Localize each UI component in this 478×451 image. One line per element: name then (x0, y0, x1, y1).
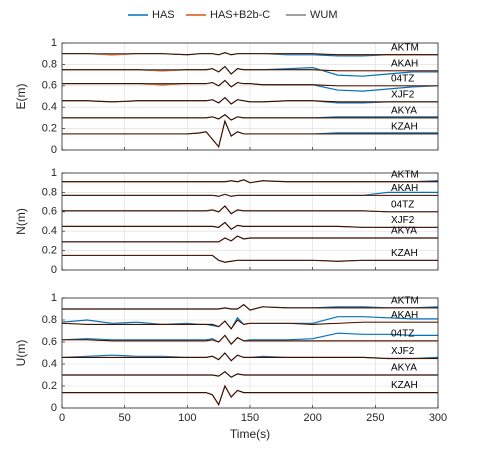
y-tick-label: 0.4 (42, 225, 57, 237)
series-line (62, 385, 438, 406)
x-tick-label: 0 (59, 412, 65, 424)
x-tick-label: 150 (241, 412, 259, 424)
station-label: AKAH (391, 183, 418, 194)
series-line (62, 52, 438, 56)
x-tick-label: 100 (178, 412, 196, 424)
station-label: XJF2 (391, 215, 415, 226)
station-label: AKAH (391, 310, 418, 321)
y-tick-label: 0.8 (42, 58, 57, 70)
series-line (62, 235, 438, 243)
series-line (62, 179, 438, 184)
x-tick-label: 50 (119, 412, 131, 424)
legend-label: HAS+B2b-C (210, 9, 270, 21)
y-tick-label: 0 (51, 144, 57, 156)
station-label: AKAH (391, 58, 418, 69)
station-label: XJF2 (391, 89, 415, 100)
station-label: AKYA (391, 226, 417, 237)
y-axis-label: E(m) (14, 84, 28, 110)
series-line (62, 193, 438, 197)
station-label: AKTM (391, 169, 419, 180)
y-tick-label: 0.6 (42, 336, 57, 348)
station-label: KZAH (391, 122, 418, 133)
series-line (62, 79, 438, 88)
y-tick-label: 0.6 (42, 80, 57, 92)
y-tick-label: 0.6 (42, 206, 57, 218)
series-line (62, 255, 438, 263)
station-label: KZAH (391, 380, 418, 391)
station-label: AKYA (391, 363, 417, 374)
x-axis-label: Time(s) (230, 427, 270, 441)
y-tick-label: 0.2 (42, 380, 57, 392)
series-line (62, 371, 438, 378)
series-line (62, 114, 438, 121)
series-line (62, 97, 438, 105)
y-tick-label: 0.4 (42, 358, 57, 370)
station-label: AKYA (391, 106, 417, 117)
y-tick-label: 0.2 (42, 245, 57, 257)
station-label: 04TZ (391, 199, 414, 210)
series-line (62, 334, 438, 345)
station-label: AKTM (391, 296, 419, 307)
y-tick-label: 0 (51, 402, 57, 414)
station-label: 04TZ (391, 329, 414, 340)
station-label: AKTM (391, 42, 419, 53)
axes-box (61, 297, 439, 409)
y-tick-label: 0.8 (42, 314, 57, 326)
station-label: 04TZ (391, 73, 414, 84)
station-label: KZAH (391, 248, 418, 259)
series-line (62, 119, 438, 148)
station-label: XJF2 (391, 346, 415, 357)
series-line (62, 66, 438, 75)
x-tick-label: 300 (429, 412, 447, 424)
series-line (62, 205, 438, 215)
legend-label: HAS (152, 9, 175, 21)
y-tick-label: 0 (51, 264, 57, 276)
y-tick-label: 0.2 (42, 123, 57, 135)
axes-box (61, 172, 439, 271)
series-line (62, 221, 438, 230)
series-line (62, 352, 438, 362)
y-tick-label: 0.8 (42, 186, 57, 198)
series-line (62, 304, 438, 311)
y-axis-label: U(m) (14, 340, 28, 367)
y-tick-label: 1 (51, 37, 57, 49)
legend-label: WUM (310, 9, 338, 21)
y-tick-label: 0.4 (42, 101, 57, 113)
series-line (61, 319, 438, 330)
x-tick-label: 200 (303, 412, 321, 424)
x-tick-label: 250 (366, 412, 384, 424)
y-tick-label: 1 (51, 292, 57, 304)
axes-box (61, 42, 439, 151)
y-axis-label: N(m) (14, 208, 28, 235)
y-tick-label: 1 (51, 167, 57, 179)
